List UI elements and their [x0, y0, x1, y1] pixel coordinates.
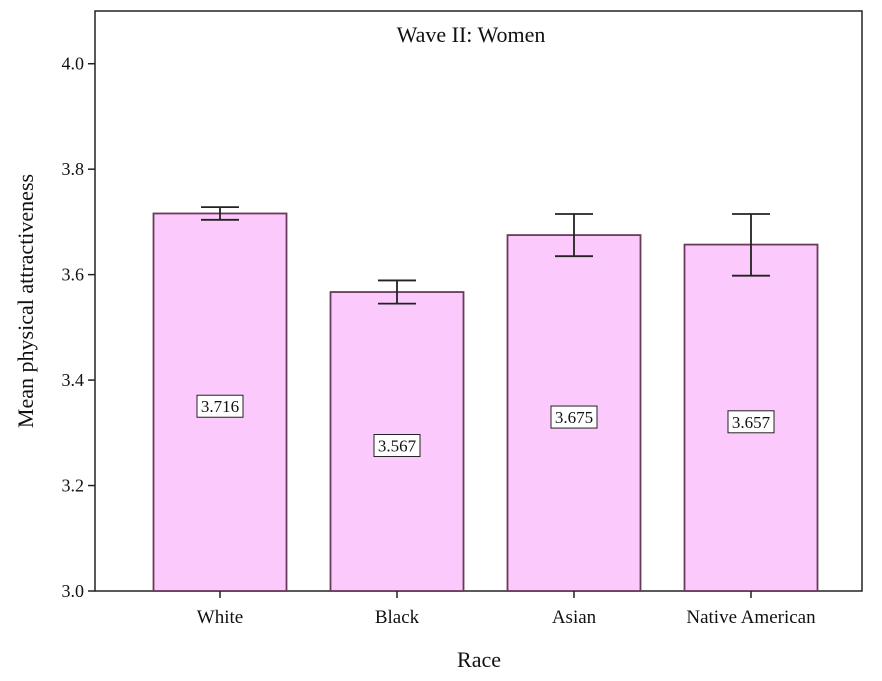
value-label-box — [727, 410, 775, 434]
error-bar — [555, 213, 593, 258]
y-tick-label: 3.6 — [62, 265, 85, 285]
value-label-text: 3.567 — [378, 437, 417, 456]
x-tick-label: Black — [375, 607, 420, 628]
x-tick-label: White — [197, 607, 243, 628]
x-tick-label: Asian — [552, 607, 597, 628]
y-axis-title: Mean physical attractiveness — [13, 174, 38, 428]
value-label-box — [373, 434, 421, 458]
value-label-text: 3.675 — [555, 408, 593, 427]
error-bar — [201, 206, 239, 221]
value-label-box — [550, 405, 598, 429]
value-label-text: 3.716 — [201, 397, 239, 416]
x-axis-title: Race — [457, 647, 501, 672]
value-label-box — [196, 394, 244, 418]
value-label: 3.716 — [196, 394, 244, 418]
chart-title: Wave II: Women — [397, 22, 546, 47]
y-tick-label: 3.2 — [62, 476, 85, 496]
y-tick-label: 3.0 — [62, 581, 85, 601]
value-label: 3.657 — [727, 410, 775, 434]
value-label: 3.675 — [550, 405, 598, 429]
y-tick-label: 4.0 — [62, 54, 85, 74]
x-tick-label: Native American — [686, 607, 816, 628]
bars: 3.716 3.567 3.675 3.657 — [152, 206, 819, 592]
y-axis: 3.0 3.2 3.4 3.6 3.8 4.0 — [62, 54, 95, 601]
error-bar — [732, 213, 770, 277]
plot-frame — [94, 10, 863, 592]
y-tick-label: 3.4 — [62, 370, 85, 390]
y-tick-label: 3.8 — [62, 159, 85, 179]
error-bar — [378, 279, 416, 305]
x-axis: White Black Asian Native American — [197, 591, 816, 628]
value-label: 3.567 — [373, 434, 421, 458]
value-label-text: 3.657 — [732, 413, 771, 432]
